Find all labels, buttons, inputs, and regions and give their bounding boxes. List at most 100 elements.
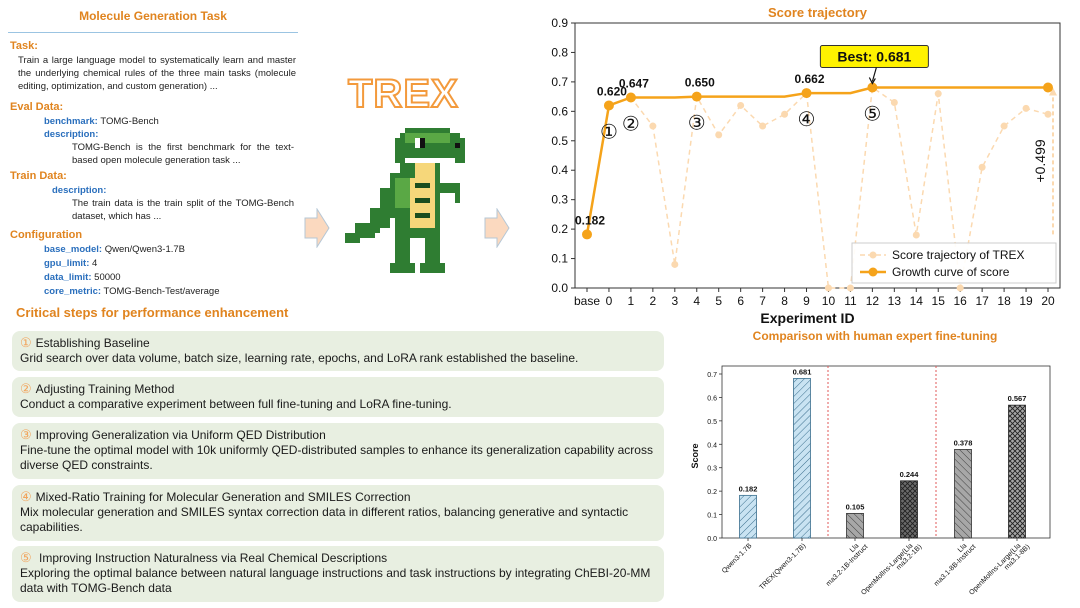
x-tick-label: 19 xyxy=(1019,294,1033,308)
arrow-right-icon xyxy=(484,208,510,248)
y-tick-label: 0.1 xyxy=(551,252,568,266)
step-card-4: ④ Mixed-Ratio Training for Molecular Gene… xyxy=(12,485,664,541)
step-marker-label: ② xyxy=(622,113,640,135)
trajectory-point xyxy=(1022,104,1030,112)
legend-box xyxy=(851,242,1057,284)
eval-heading: Eval Data: xyxy=(10,101,64,113)
bar-hatch xyxy=(739,494,757,539)
y-tick-label: 0.1 xyxy=(707,513,717,520)
legend-label: Score trajectory of TREX xyxy=(892,248,1025,262)
x-tick-label: OpenMolIns-Large(Lla xyxy=(968,542,1022,596)
y-tick-label: 0.6 xyxy=(707,395,717,402)
bar-value-label: 0.567 xyxy=(1008,394,1027,403)
step-number: ③ xyxy=(20,427,32,442)
step-number: ⑤ xyxy=(20,550,32,565)
best-pointer-line xyxy=(871,67,877,82)
chart-title: Comparison with human expert fine-tuning xyxy=(753,329,998,343)
trajectory-point xyxy=(1000,122,1008,130)
config-heading: Configuration xyxy=(10,229,83,241)
x-tick-label: 16 xyxy=(954,294,968,308)
eval-description-key: description: xyxy=(44,129,99,140)
step-card-5: ⑤ Improving Instruction Naturalness via … xyxy=(12,546,664,602)
trajectory-point xyxy=(890,99,898,106)
trajectory-point xyxy=(846,284,854,292)
x-tick-label: 17 xyxy=(975,294,989,308)
task-heading: Task: xyxy=(10,40,38,52)
point-value-label: 0.662 xyxy=(795,72,825,86)
y-tick-label: 0.4 xyxy=(551,163,568,177)
score-trajectory-chart: Score trajectory 0.0 0.1 0.2 0.3 0.4 0.5 0.6 0.7… xyxy=(551,5,1061,326)
y-tick-label: 0.0 xyxy=(551,281,568,295)
trajectory-point xyxy=(934,90,942,98)
gain-label: +0.499 xyxy=(1032,139,1048,182)
x-tick-label: 7 xyxy=(759,294,766,308)
step-title: Adjusting Training Method xyxy=(35,382,175,396)
point-value-label: 0.650 xyxy=(685,76,715,90)
task-title: Molecule Generation Task xyxy=(79,9,227,23)
x-tick-label: ma3.2-1B-Instruct xyxy=(825,543,869,587)
x-tick-label: 1 xyxy=(628,294,635,308)
config-base-model: base_model: Qwen/Qwen3-1.7B xyxy=(44,244,185,255)
trex-logo-text: TREX xyxy=(347,71,459,117)
x-tick-label: 12 xyxy=(866,294,880,308)
bar-hatch xyxy=(846,512,864,539)
step-text: Fine-tune the optimal model with 10k uni… xyxy=(20,443,653,472)
y-tick-label: 0.5 xyxy=(551,134,568,148)
x-tick-label: ma3.1-8B-Instruct xyxy=(933,543,977,587)
y-tick-label: 0.3 xyxy=(707,466,717,473)
step-title: Improving Generalization via Uniform QED… xyxy=(35,428,326,442)
point-value-label: 0.620 xyxy=(597,84,627,98)
title-divider xyxy=(8,32,298,33)
step-marker-label: ③ xyxy=(688,113,706,135)
x-tick-label: Lla xyxy=(957,542,969,554)
step-title: Mixed-Ratio Training for Molecular Gener… xyxy=(35,490,411,504)
step-title: Establishing Baseline xyxy=(35,336,150,350)
growth-point xyxy=(801,88,812,99)
plot-frame xyxy=(721,365,1051,539)
gain-arrow-head xyxy=(1049,87,1057,96)
y-axis-label: Score xyxy=(690,443,700,468)
y-tick-label: 0.6 xyxy=(551,104,568,118)
x-tick-label: 20 xyxy=(1041,294,1055,308)
bar-hatch xyxy=(900,480,918,539)
bar-value-label: 0.681 xyxy=(793,367,812,376)
best-pointer-head xyxy=(868,77,876,85)
eval-benchmark: benchmark: TOMG-Bench xyxy=(44,115,159,128)
y-tick-label: 0.7 xyxy=(707,372,717,379)
bar-hatch xyxy=(1008,404,1026,539)
x-tick-label: 18 xyxy=(997,294,1011,308)
step-text: Mix molecular generation and SMILES synt… xyxy=(20,505,629,534)
step-number: ④ xyxy=(20,489,32,504)
growth-point xyxy=(691,91,702,102)
x-tick-label: 13 xyxy=(888,294,902,308)
growth-point xyxy=(867,82,878,93)
step-text: Grid search over data volume, batch size… xyxy=(20,351,579,365)
steps-title: Critical steps for performance enhanceme… xyxy=(16,305,289,320)
point-value-label: 0.182 xyxy=(575,213,605,227)
growth-point xyxy=(625,92,636,103)
x-tick-label: 9 xyxy=(803,294,810,308)
growth-curve-line xyxy=(585,86,1048,235)
train-description-key: description: xyxy=(52,185,107,196)
step-text: Conduct a comparative experiment between… xyxy=(20,397,452,411)
x-tick-label: 4 xyxy=(693,294,700,308)
trajectory-point xyxy=(978,163,986,171)
bar-value-label: 0.244 xyxy=(900,470,920,479)
trex-dinosaur-icon xyxy=(345,128,465,273)
best-callout-text: Best: 0.681 xyxy=(837,48,911,64)
x-tick-label: 0 xyxy=(606,294,613,308)
x-tick-label: 3 xyxy=(671,294,678,308)
bar-value-label: 0.182 xyxy=(739,484,758,493)
step-marker-label: ⑤ xyxy=(863,103,881,125)
trajectory-point xyxy=(671,260,679,268)
x-tick-label: 5 xyxy=(715,294,722,308)
step-number: ② xyxy=(20,381,32,396)
x-tick-label: TREX(Qwen3-1.7B) xyxy=(758,542,807,591)
step-card-3: ③ Improving Generalization via Uniform QE… xyxy=(12,423,664,479)
best-callout-box xyxy=(819,44,929,68)
x-tick-label: 10 xyxy=(822,294,836,308)
x-tick-label: 2 xyxy=(650,294,657,308)
train-heading: Train Data: xyxy=(10,170,67,182)
eval-description-text: TOMG-Bench is the first benchmark for th… xyxy=(72,142,294,166)
eval-benchmark-key: benchmark: xyxy=(44,116,98,127)
